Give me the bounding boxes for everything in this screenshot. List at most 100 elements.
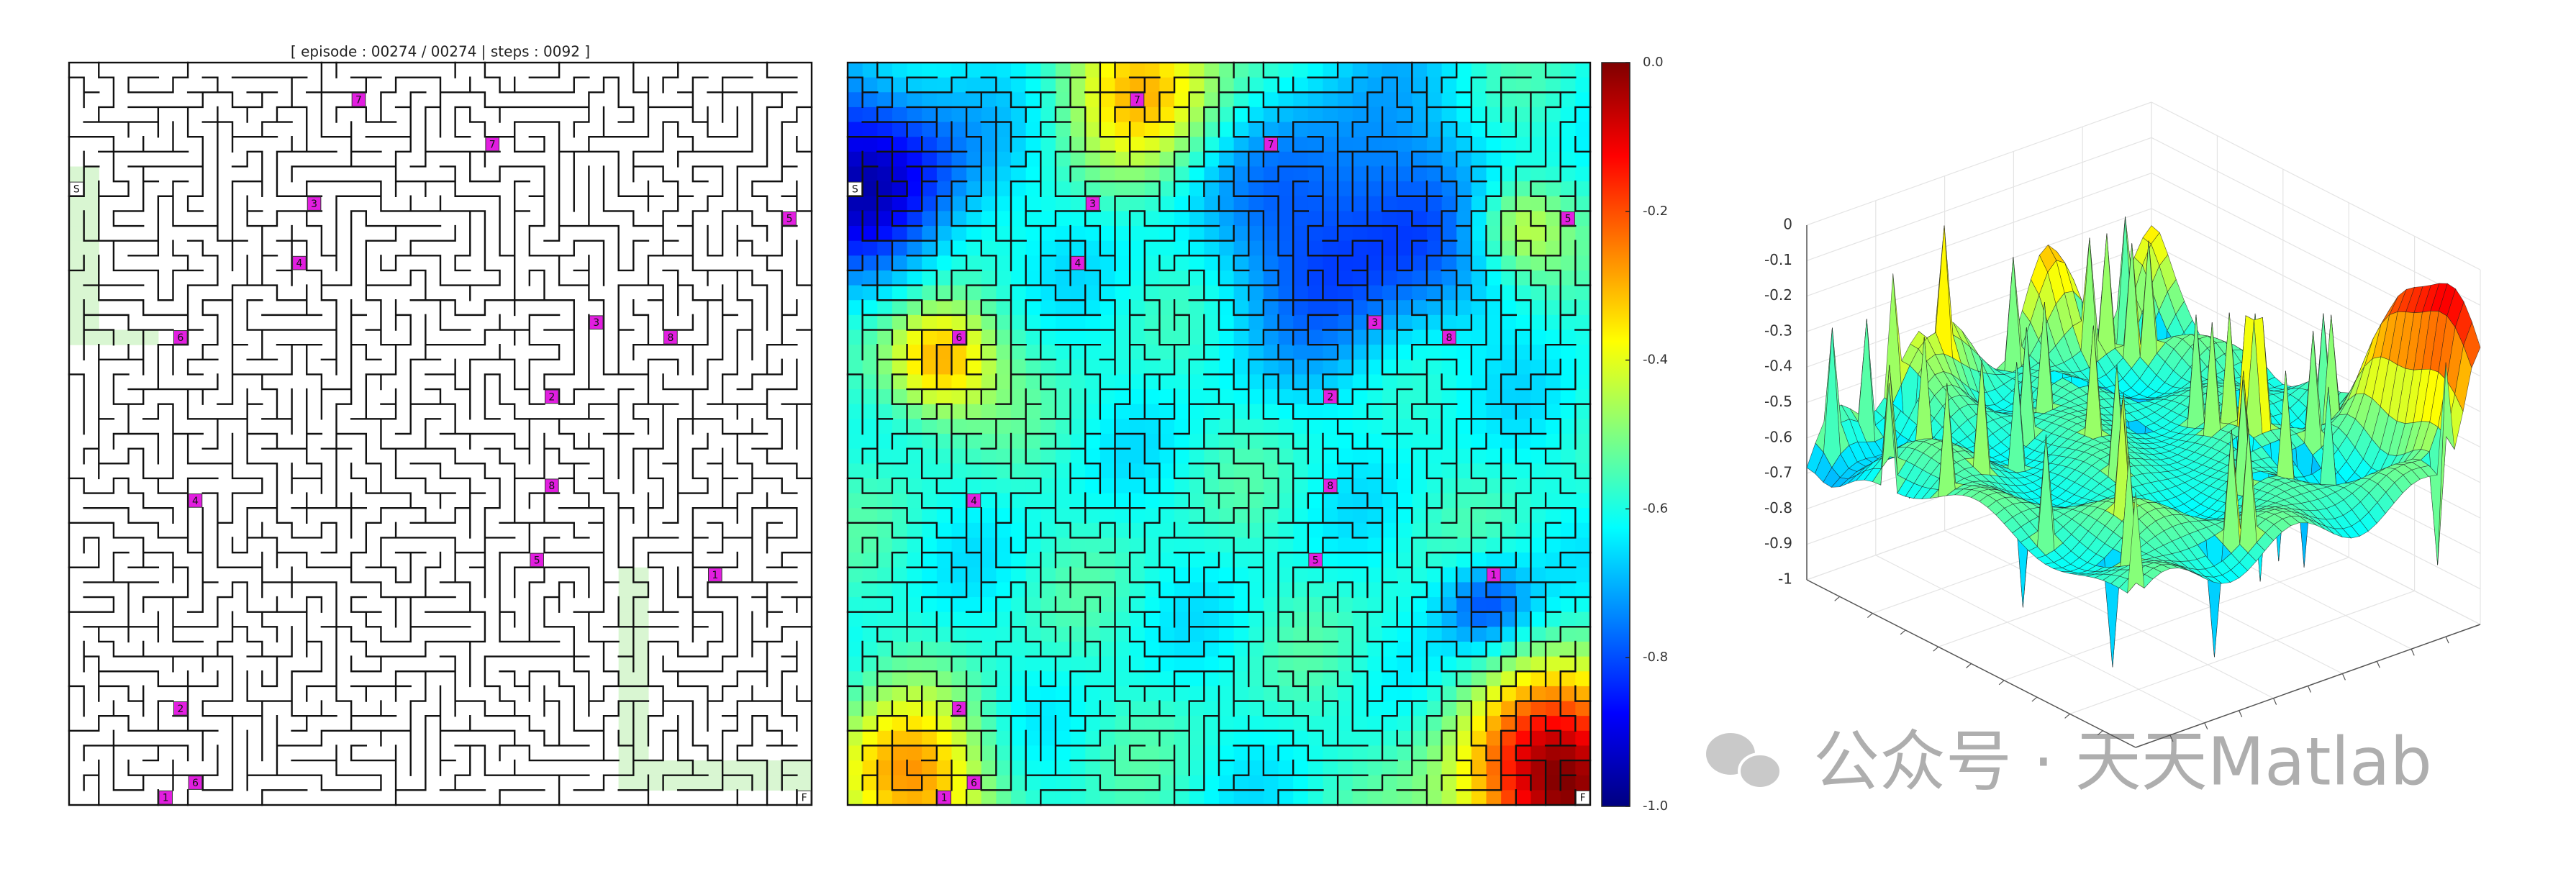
value-cell xyxy=(1189,790,1205,806)
value-cell xyxy=(981,508,997,524)
value-cell xyxy=(1130,359,1146,376)
value-cell xyxy=(1501,790,1517,806)
value-cell xyxy=(1204,775,1220,791)
value-cell xyxy=(1204,493,1220,509)
value-cell xyxy=(1501,106,1517,123)
value-cell xyxy=(1546,374,1561,390)
value-cell xyxy=(1456,345,1472,360)
value-cell xyxy=(1219,522,1235,539)
value-cell xyxy=(1397,745,1412,761)
value-cell xyxy=(966,196,982,211)
value-cell xyxy=(1248,314,1264,331)
value-cell xyxy=(892,345,908,360)
value-cell xyxy=(951,716,967,732)
value-cell xyxy=(1219,166,1235,182)
value-cell xyxy=(1367,552,1383,568)
value-cell xyxy=(1219,552,1235,568)
value-cell xyxy=(862,493,878,509)
value-cell xyxy=(848,641,863,658)
value-cell xyxy=(1338,730,1353,747)
value-cell xyxy=(1025,181,1041,197)
value-cell xyxy=(907,63,922,78)
value-cell xyxy=(1382,701,1398,716)
value-cell xyxy=(1248,745,1264,761)
value-cell xyxy=(1426,434,1443,450)
value-cell xyxy=(1426,478,1443,494)
value-cell xyxy=(877,760,893,776)
value-cell xyxy=(1441,255,1457,271)
value-cell xyxy=(922,106,938,123)
value-cell xyxy=(1070,63,1086,78)
value-cell xyxy=(1233,686,1249,702)
value-cell xyxy=(1546,611,1561,627)
marker-label: 5 xyxy=(786,214,793,225)
value-cell xyxy=(1070,567,1086,583)
path-cell xyxy=(752,775,768,791)
value-cell xyxy=(1278,404,1294,419)
z-tick-label: -0.8 xyxy=(1764,499,1792,517)
value-cell xyxy=(981,374,997,390)
value-cell xyxy=(1159,151,1175,168)
value-cell xyxy=(1174,240,1190,256)
value-cell xyxy=(1486,597,1502,613)
value-cell xyxy=(1278,641,1294,658)
path-cell xyxy=(737,760,753,776)
value-cell xyxy=(1099,151,1116,168)
value-cell xyxy=(1397,493,1412,509)
value-cell xyxy=(1219,656,1235,672)
value-cell xyxy=(877,656,893,672)
value-cell xyxy=(1367,211,1383,227)
value-cell xyxy=(1515,77,1532,93)
value-cell xyxy=(1501,63,1517,78)
path-cell xyxy=(69,300,85,316)
value-cell xyxy=(1248,106,1264,123)
value-cell xyxy=(1025,240,1041,256)
value-cell xyxy=(1263,716,1279,732)
value-cell xyxy=(848,627,863,642)
marker-label: 1 xyxy=(941,793,948,804)
value-cell xyxy=(966,92,982,108)
value-cell xyxy=(1307,255,1324,271)
value-cell xyxy=(1560,775,1576,791)
value-cell xyxy=(1530,434,1546,450)
value-cell xyxy=(1204,567,1220,583)
value-cell xyxy=(1530,790,1546,806)
value-cell xyxy=(1248,730,1264,747)
marker-label: 3 xyxy=(1089,199,1096,210)
value-cell xyxy=(1560,106,1576,123)
value-cell xyxy=(1248,419,1264,434)
value-cell xyxy=(966,478,982,494)
value-cell xyxy=(1085,478,1101,494)
value-cell xyxy=(848,314,863,331)
value-cell xyxy=(862,567,878,583)
value-cell xyxy=(877,582,893,598)
marker-label: 6 xyxy=(177,332,183,344)
value-cell xyxy=(907,552,922,568)
path-cell xyxy=(633,597,649,613)
value-cell xyxy=(951,137,967,153)
value-cell xyxy=(877,716,893,732)
value-cell xyxy=(1546,745,1561,761)
value-cell xyxy=(1293,151,1309,168)
value-cell xyxy=(951,255,967,271)
value-cell xyxy=(936,522,953,539)
value-cell xyxy=(1219,671,1235,687)
value-cell xyxy=(1382,151,1398,168)
value-cell xyxy=(1055,627,1071,642)
value-cell xyxy=(1189,211,1205,227)
value-cell xyxy=(981,151,997,168)
value-cell xyxy=(922,463,938,479)
value-cell xyxy=(1174,582,1190,598)
value-cell xyxy=(1426,270,1443,286)
value-cell xyxy=(1233,226,1249,242)
value-cell xyxy=(1233,389,1249,405)
value-cell xyxy=(1263,404,1279,419)
path-cell xyxy=(692,760,709,776)
value-cell xyxy=(1501,374,1517,390)
value-cell xyxy=(848,730,863,747)
value-cell xyxy=(922,745,938,761)
value-cell xyxy=(951,656,967,672)
value-cell xyxy=(1426,137,1443,153)
value-cell xyxy=(1130,270,1146,286)
value-cell xyxy=(1441,106,1457,123)
